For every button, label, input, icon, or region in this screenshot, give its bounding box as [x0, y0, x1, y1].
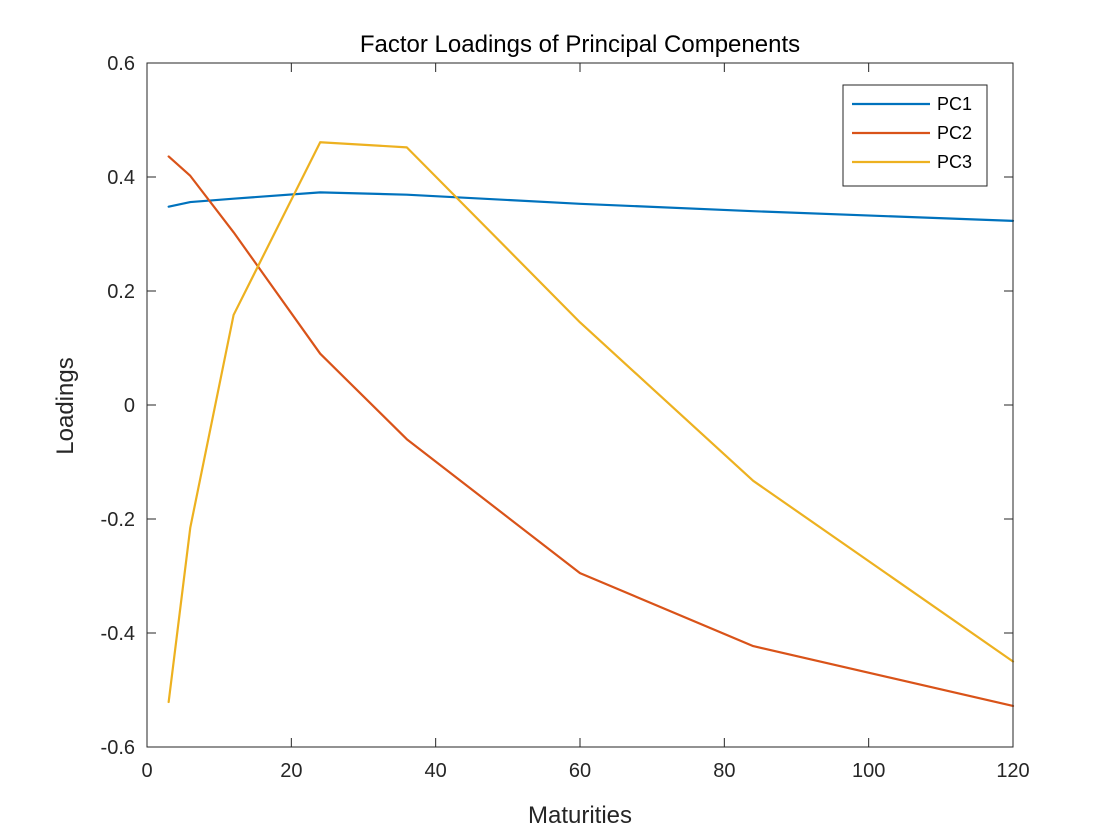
x-tick-label: 100: [852, 760, 885, 782]
legend-item-pc1: PC1: [852, 94, 972, 114]
legend-item-pc2: PC2: [852, 123, 972, 143]
y-tick-label: 0: [124, 395, 135, 417]
x-tick-label: 120: [996, 760, 1029, 782]
x-tick-label: 20: [280, 760, 302, 782]
chart-title: Factor Loadings of Principal Compenents: [360, 31, 800, 58]
legend: PC1 PC2 PC3: [842, 84, 988, 187]
legend-item-pc3: PC3: [852, 152, 972, 172]
legend-box: [842, 84, 988, 187]
x-tick-label: 0: [141, 760, 152, 782]
legend-label: PC2: [937, 123, 972, 143]
x-axis-title: Maturities: [528, 802, 632, 829]
legend-label: PC1: [937, 94, 972, 114]
y-tick-label: 0.4: [107, 167, 135, 189]
x-tick-label: 40: [425, 760, 447, 782]
x-tick-label: 60: [569, 760, 591, 782]
y-tick-label: -0.2: [101, 509, 135, 531]
y-tick-label: 0.6: [107, 53, 135, 75]
y-axis-title: Loadings: [52, 357, 79, 454]
plot-area: [167, 141, 1015, 708]
legend-label: PC3: [937, 152, 972, 172]
series-line-pc1: [167, 191, 1015, 222]
series-line-pc2: [167, 155, 1015, 708]
y-tick-label: -0.4: [101, 623, 135, 645]
x-tick-label: 80: [713, 760, 735, 782]
y-tick-label: -0.6: [101, 737, 135, 759]
series-line-pc3: [167, 141, 1015, 704]
axes: 0 20 40 60 80 100 120 -0.6 -0.4 -0.2 0 0.2 0.4 0.6: [101, 53, 1030, 782]
y-tick-label: 0.2: [107, 281, 135, 303]
